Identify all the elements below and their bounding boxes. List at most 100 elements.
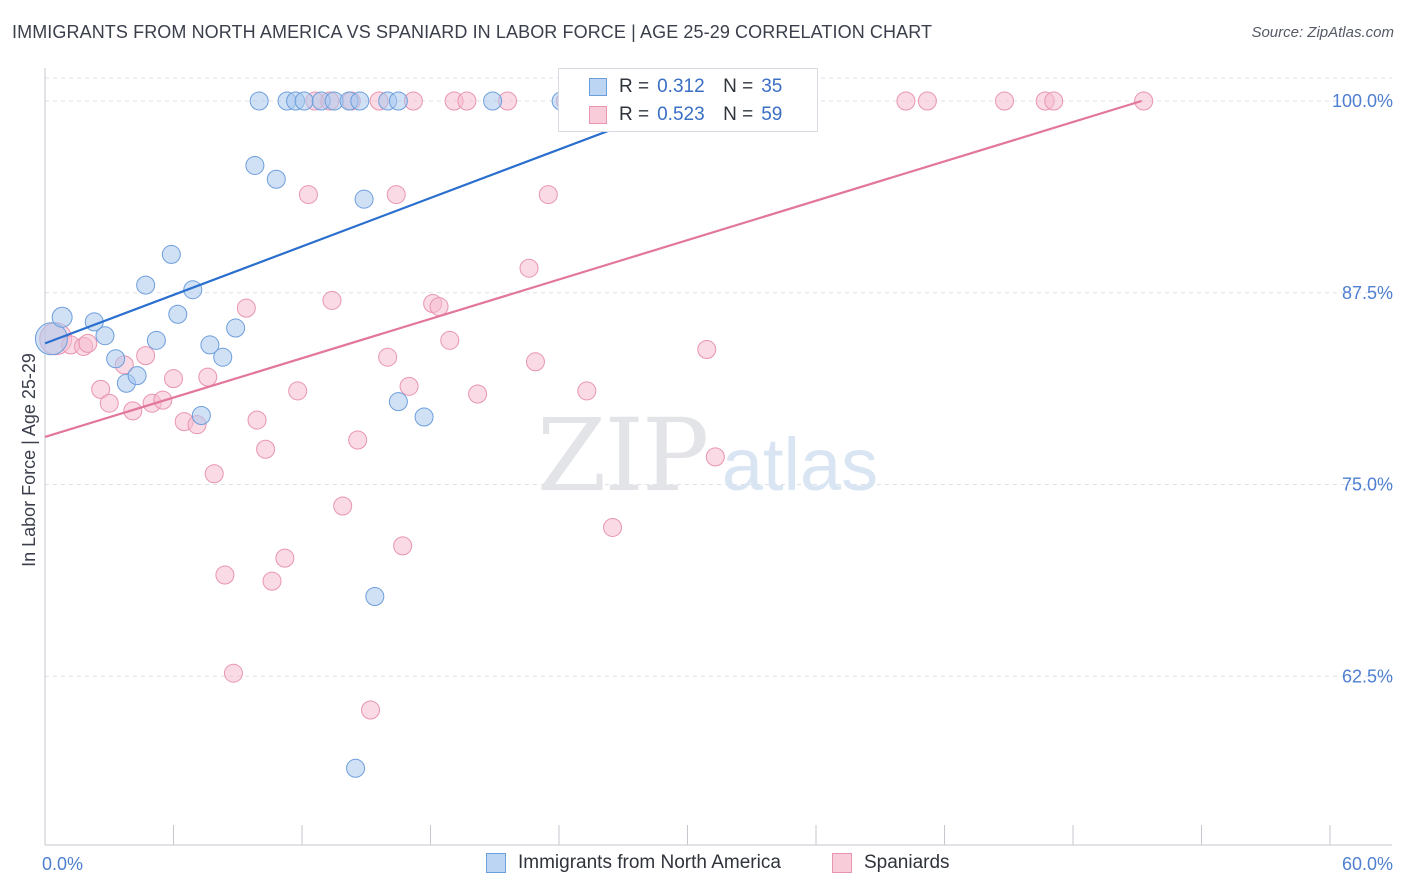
point-spaniards [136,346,156,366]
axis-labels: 62.5% 75.0% 87.5% 100.0% 0.0% 60.0% In Labor F… [19,91,1393,874]
point-immigrants [191,405,211,425]
point-immigrants [365,586,385,606]
watermark-atlas: atlas [722,423,878,506]
point-immigrants [127,366,147,386]
y-tick-label: 75.0% [1342,475,1393,495]
point-spaniards [1134,91,1154,111]
x-tick-label-min: 0.0% [42,854,83,874]
point-immigrants [414,407,434,427]
legend-swatch-pink [832,853,852,873]
point-spaniards [91,379,111,399]
point-spaniards [262,571,282,591]
point-immigrants [200,335,220,355]
legend-label-spaniards: Spaniards [864,852,950,873]
point-spaniards [697,340,717,360]
point-spaniards [361,700,381,720]
point-spaniards [1044,91,1064,111]
point-spaniards [603,517,623,537]
point-immigrants [346,758,366,778]
point-spaniards [164,369,183,389]
point-spaniards [78,333,98,353]
point-immigrants [34,322,68,356]
point-spaniards [577,381,597,401]
legend-row-immigrants: R = 0.312 N = 35 [559,73,782,101]
point-spaniards [386,185,406,205]
point-immigrants [294,91,314,111]
point-immigrants [226,318,246,338]
point-spaniards [378,347,398,367]
legend-n-value-spaniards: 59 [761,104,783,125]
point-immigrants [483,91,503,111]
legend-r-value-immigrants: 0.312 [657,76,705,97]
point-immigrants [245,155,265,175]
y-tick-label: 87.5% [1342,283,1393,303]
point-spaniards [275,548,295,568]
point-immigrants [146,330,166,350]
legend-swatch-blue [486,853,506,873]
point-immigrants [388,91,408,111]
legend-n-label: N = [723,104,754,125]
series-legend: Immigrants from North America Spaniards [0,850,1406,880]
point-spaniards [917,91,937,111]
point-spaniards [333,496,353,516]
point-spaniards [468,384,488,404]
immigrants-north-america-points [34,91,571,778]
point-spaniards [457,91,477,111]
legend-swatch-pink [589,106,607,124]
watermark-zip: ZIP [537,397,707,514]
legend-r-value-spaniards: 0.523 [657,104,705,125]
point-immigrants [161,244,181,264]
point-spaniards [256,439,276,459]
point-spaniards [896,91,916,111]
trend-line-spaniards [44,99,1142,439]
legend-r-label: R = [619,76,650,97]
point-spaniards [538,185,558,205]
point-spaniards [99,393,119,413]
point-immigrants [106,349,126,369]
point-immigrants [350,91,370,111]
axes [44,68,1392,846]
watermark: ZIP atlas [537,397,878,514]
point-spaniards [705,447,725,467]
point-spaniards [440,330,460,350]
point-spaniards [204,464,224,484]
point-spaniards [247,410,267,430]
point-spaniards [429,297,449,317]
point-spaniards [348,430,368,450]
point-immigrants [354,189,374,209]
y-axis-title: In Labor Force | Age 25-29 [19,353,39,567]
legend-r-label: R = [619,104,650,125]
legend-swatch-blue [589,78,607,96]
legend-n-label: N = [723,76,754,97]
point-immigrants [213,347,233,367]
legend-item-immigrants[interactable]: Immigrants from North America [486,852,781,874]
point-immigrants [168,304,188,324]
point-immigrants [388,392,408,412]
point-spaniards [399,376,419,396]
point-immigrants [95,326,115,346]
correlation-legend: R = 0.312 N = 35 R = 0.523 N = 59 [558,68,818,132]
trend-line-immigrants [44,99,688,345]
point-immigrants [136,275,156,295]
point-spaniards [288,381,308,401]
point-spaniards [198,367,218,387]
x-tick-label-max: 60.0% [1342,854,1393,874]
point-spaniards [215,565,235,585]
point-spaniards [994,91,1014,111]
point-spaniards [322,290,342,310]
trend-lines [44,99,1142,439]
legend-n-value-immigrants: 35 [761,76,783,97]
point-spaniards [393,536,413,556]
point-immigrants [249,91,269,111]
point-spaniards [519,258,539,278]
y-tick-label: 62.5% [1342,666,1393,686]
point-immigrants [51,306,73,328]
legend-row-spaniards: R = 0.523 N = 59 [559,101,782,129]
chart-title: IMMIGRANTS FROM NORTH AMERICA VS SPANIAR… [12,22,933,42]
legend-item-spaniards[interactable]: Spaniards [832,852,950,874]
point-spaniards [223,663,243,683]
y-tick-label: 100.0% [1332,91,1393,111]
point-spaniards [298,185,318,205]
point-spaniards [525,352,545,372]
